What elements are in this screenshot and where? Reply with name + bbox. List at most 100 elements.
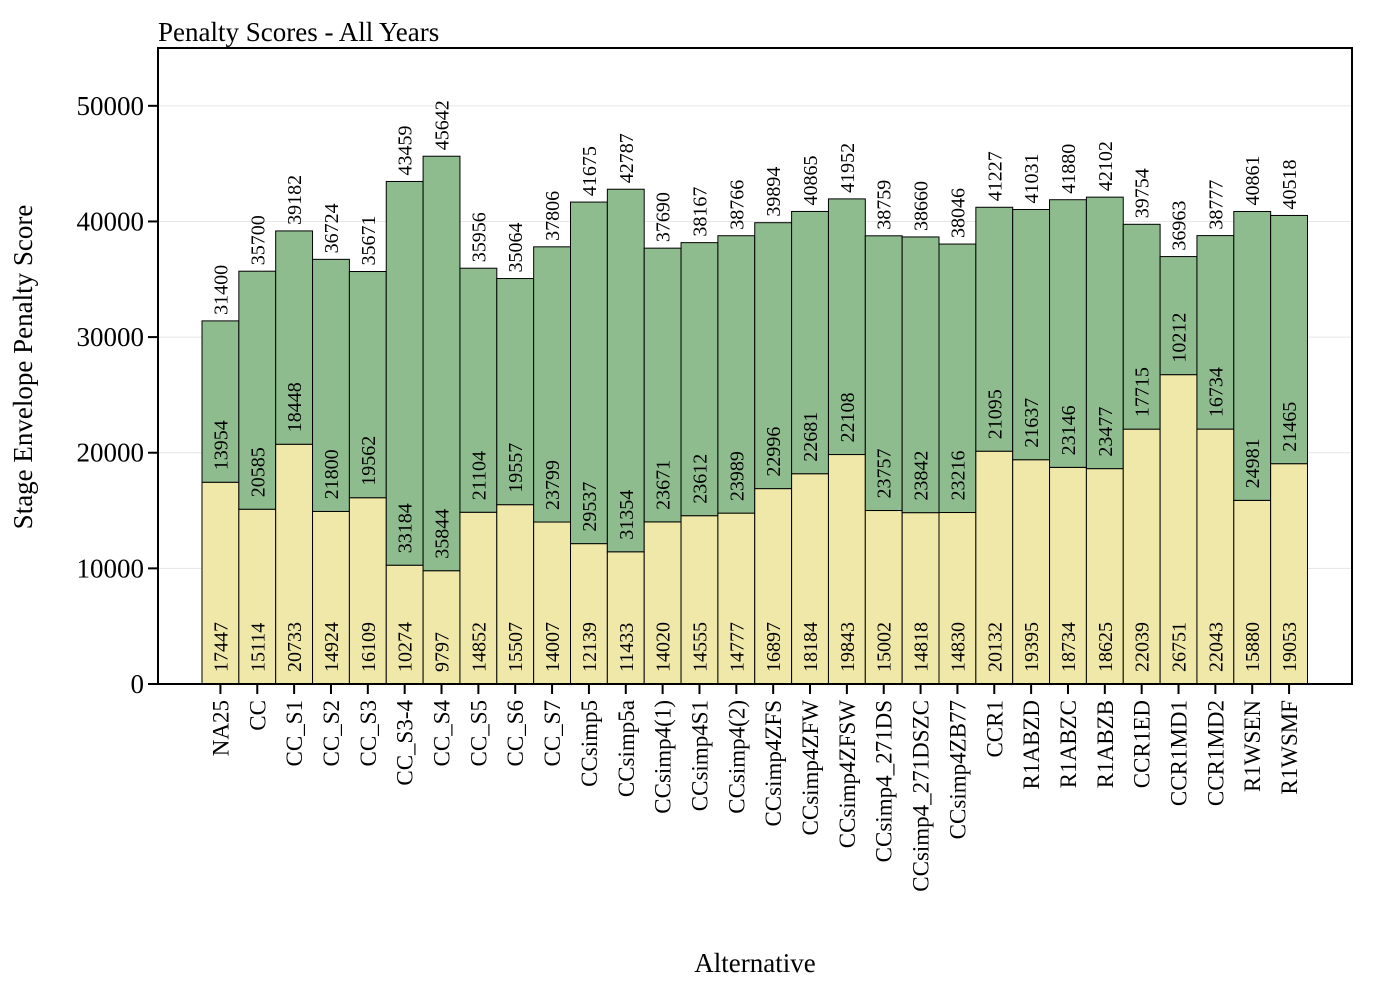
x-tick-label: CCsimp4ZB77 <box>945 700 970 839</box>
data-labels: 17447 13954 31400 15114 20585 35700 20733 18448… <box>210 100 1301 672</box>
total-value-label: 38766 <box>726 180 748 230</box>
total-value-label: 35064 <box>505 223 527 273</box>
x-tick-label: CC_S3 <box>356 700 381 766</box>
bar-segment-2 <box>680 242 719 517</box>
x-tick-label: CC_S1 <box>282 700 307 766</box>
segment-value-label: 20132 <box>984 622 1006 672</box>
x-tick-label: CCsimp5a <box>614 700 639 797</box>
bar-segment-2 <box>975 206 1014 452</box>
segment-value-label: 18184 <box>800 622 822 672</box>
total-value-label: 41880 <box>1058 144 1080 194</box>
x-tick-label: R1ABZB <box>1093 700 1118 788</box>
segment-value-label: 23671 <box>653 460 675 510</box>
x-tick-label: CCR1ED <box>1130 700 1155 788</box>
segment-value-label: 14818 <box>911 622 933 672</box>
total-value-label: 45642 <box>432 100 454 150</box>
x-tick-label: R1ABZC <box>1056 700 1081 788</box>
segment-value-label: 10212 <box>1169 313 1191 363</box>
segment-value-label: 24981 <box>1242 438 1264 488</box>
x-tick-label: CC_S7 <box>540 700 565 766</box>
x-tick-label: CCR1 <box>982 700 1007 758</box>
x-tick-label: CC_S5 <box>466 700 491 766</box>
x-axis-title: Alternative <box>694 948 815 978</box>
bar-segment-2 <box>201 320 240 483</box>
bar-segment-2 <box>459 267 498 513</box>
segment-value-label: 14020 <box>653 622 675 672</box>
bar-segment-2 <box>717 235 756 514</box>
bar-segment-2 <box>533 246 572 523</box>
total-value-label: 39754 <box>1132 168 1154 218</box>
total-value-label: 39182 <box>284 175 306 225</box>
x-tick-label: CCsimp4_271DSZC <box>909 700 934 892</box>
segment-value-label: 15114 <box>247 623 269 672</box>
segment-value-label: 18734 <box>1058 622 1080 672</box>
segment-value-label: 15507 <box>505 622 527 672</box>
x-tick-label: CCsimp5 <box>577 700 602 787</box>
segment-value-label: 17715 <box>1132 367 1154 417</box>
segment-value-label: 22043 <box>1205 622 1227 672</box>
segment-value-label: 14852 <box>468 622 490 672</box>
x-tick-label: CCsimp4S1 <box>687 700 712 811</box>
total-value-label: 38046 <box>947 188 969 238</box>
segment-value-label: 23842 <box>911 451 933 501</box>
segment-value-label: 21800 <box>321 449 343 499</box>
bar-segment-1 <box>901 512 940 685</box>
x-tick-label: CC_S3-4 <box>393 700 418 786</box>
segment-value-label: 9797 <box>432 632 454 672</box>
total-value-label: 40518 <box>1279 159 1301 209</box>
segment-value-label: 22681 <box>800 412 822 462</box>
bar-segment-2 <box>864 235 903 512</box>
bar-segment-1 <box>643 521 682 685</box>
y-tick-label: 10000 <box>77 553 145 583</box>
segment-value-label: 13954 <box>210 420 232 470</box>
bar-segment-2 <box>1233 210 1272 501</box>
bar-segment-2 <box>827 198 866 456</box>
bar-segment-2 <box>570 201 608 545</box>
bar-segment-1 <box>533 521 572 685</box>
total-value-label: 35956 <box>468 212 490 262</box>
segment-value-label: 22108 <box>837 393 859 443</box>
bar-segment-1 <box>348 497 387 685</box>
total-value-label: 42102 <box>1095 141 1117 191</box>
x-tick-label: CCsimp4(2) <box>724 700 749 814</box>
bar-segment-2 <box>238 270 277 510</box>
total-value-label: 40865 <box>800 155 822 205</box>
segment-value-label: 18448 <box>284 382 306 432</box>
total-value-label: 41031 <box>1021 154 1043 204</box>
total-value-label: 36724 <box>321 203 343 253</box>
segment-value-label: 19395 <box>1021 622 1043 672</box>
segment-value-label: 11433 <box>616 623 638 672</box>
bar-segment-2 <box>1012 209 1051 461</box>
segment-value-label: 10274 <box>395 622 417 672</box>
segment-value-label: 23477 <box>1095 407 1117 457</box>
y-axis: 0 10000 20000 30000 40000 50000 <box>77 91 158 699</box>
y-tick-label: 20000 <box>77 438 145 468</box>
segment-value-label: 23146 <box>1058 405 1080 455</box>
segment-value-label: 33184 <box>395 503 417 553</box>
total-value-label: 38777 <box>1205 180 1227 230</box>
x-tick-label: R1ABZD <box>1019 700 1044 789</box>
total-value-label: 41952 <box>837 143 859 193</box>
segment-value-label: 22996 <box>763 427 785 477</box>
segment-value-label: 23216 <box>947 451 969 501</box>
total-value-label: 43459 <box>395 125 417 175</box>
bar-segment-1 <box>570 543 608 685</box>
segment-value-label: 29537 <box>579 482 601 532</box>
bar-segment-1 <box>1270 463 1309 685</box>
bar-segment-2 <box>791 210 829 475</box>
x-tick-label: CC_S2 <box>319 700 344 766</box>
segment-value-label: 23612 <box>689 454 711 504</box>
x-tick-label: CCsimp4ZFSW <box>835 700 860 849</box>
bar-segment-2 <box>1085 196 1124 470</box>
segment-value-label: 16109 <box>358 622 380 672</box>
segment-value-label: 21637 <box>1021 398 1043 448</box>
bar-segment-2 <box>938 243 977 514</box>
bar-segment-2 <box>754 222 793 490</box>
total-value-label: 40861 <box>1242 155 1264 205</box>
x-tick-label: CC_S6 <box>503 700 528 766</box>
bar-segment-2 <box>643 247 682 523</box>
segment-value-label: 14007 <box>542 622 564 672</box>
total-value-label: 35700 <box>247 215 269 265</box>
bar-segment-1 <box>422 570 461 685</box>
